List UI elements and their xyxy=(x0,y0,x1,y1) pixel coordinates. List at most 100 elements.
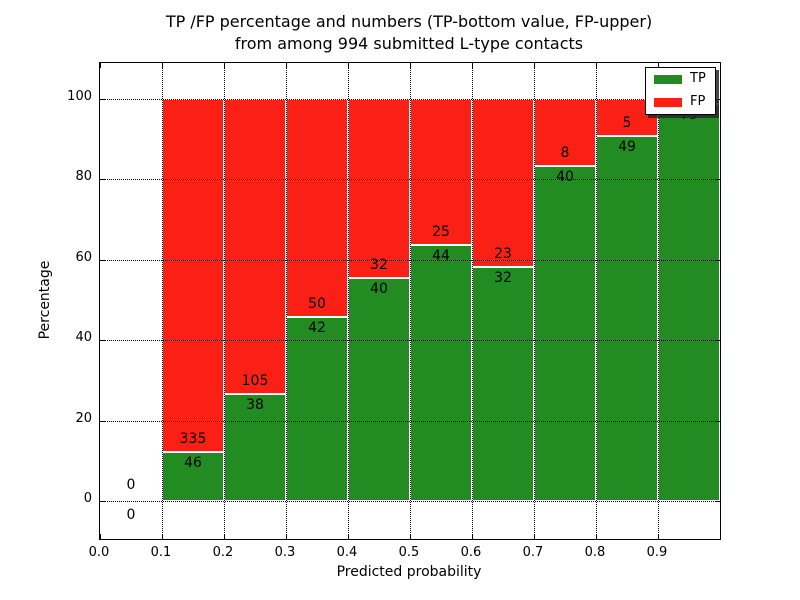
chart-title-line2: from among 994 submitted L-type contacts xyxy=(234,34,584,53)
y-tick-mark xyxy=(100,501,105,502)
tp-bar-segment xyxy=(410,244,472,501)
legend: TP FP xyxy=(645,67,716,115)
vertical-gridline xyxy=(472,63,473,539)
tp-bar-segment xyxy=(348,277,410,501)
x-tick-label: 0.3 xyxy=(274,545,296,560)
y-tick-label: 60 xyxy=(75,249,92,265)
tp-count-label: 44 xyxy=(432,247,450,264)
x-tick-mark xyxy=(658,534,659,539)
x-tick-mark-top xyxy=(348,63,349,68)
x-tick-mark xyxy=(534,534,535,539)
x-tick-mark xyxy=(596,534,597,539)
vertical-gridline xyxy=(596,63,597,539)
y-tick-mark-right xyxy=(715,340,720,342)
legend-label: TP xyxy=(690,71,706,86)
vertical-gridline xyxy=(658,63,659,539)
fp-bar-segment xyxy=(286,99,348,318)
fp-bar-segment xyxy=(162,99,224,453)
tp-bar-segment xyxy=(472,267,534,501)
zero-tp-label: 0 xyxy=(126,507,136,523)
tp-bar-segment xyxy=(534,166,596,501)
x-tick-label: 0.5 xyxy=(398,545,420,560)
tp-count-label: 40 xyxy=(370,280,388,297)
fp-count-label: 5 xyxy=(622,115,632,132)
tp-bar-segment xyxy=(596,136,658,501)
vertical-gridline xyxy=(224,63,225,539)
x-tick-label: 0.0 xyxy=(88,545,110,560)
y-axis-label: Percentage xyxy=(37,260,53,340)
tp-count-label: 42 xyxy=(308,320,326,337)
x-tick-mark xyxy=(286,534,287,539)
fp-swatch-icon xyxy=(654,98,682,107)
x-tick-label: 0.2 xyxy=(212,545,234,560)
x-axis-label: Predicted probability xyxy=(336,564,482,580)
x-tick-mark xyxy=(224,534,225,539)
fp-bar-segment xyxy=(472,99,534,268)
tp-bar-segment xyxy=(658,104,720,501)
chart-title-line1: TP /FP percentage and numbers (TP-bottom… xyxy=(165,12,653,31)
x-tick-mark-top xyxy=(410,63,411,68)
fp-bar-segment xyxy=(348,99,410,278)
y-tick-mark-right xyxy=(715,501,720,502)
fp-count-label: 8 xyxy=(560,145,570,161)
x-tick-label: 0.8 xyxy=(584,545,606,560)
vertical-gridline xyxy=(534,63,535,539)
fp-count-label: 23 xyxy=(494,246,512,263)
x-tick-mark xyxy=(472,534,473,539)
vertical-gridline xyxy=(162,63,163,539)
y-tick-label: 0 xyxy=(83,491,92,506)
x-tick-mark xyxy=(100,534,101,539)
x-tick-label: 0.9 xyxy=(646,545,668,560)
x-tick-mark xyxy=(410,534,411,539)
tp-count-label: 32 xyxy=(494,270,512,287)
tp-count-label: 46 xyxy=(184,455,202,472)
zero-fp-label: 0 xyxy=(126,477,136,493)
y-tick-mark-right xyxy=(715,99,720,100)
tp-swatch-icon xyxy=(654,75,682,84)
x-tick-mark-top xyxy=(596,63,597,68)
y-tick-mark-right xyxy=(715,179,720,181)
y-tick-mark-right xyxy=(715,259,720,261)
y-tick-label: 100 xyxy=(67,89,92,104)
y-tick-mark xyxy=(100,259,105,261)
tp-bar-segment xyxy=(162,452,224,501)
x-tick-mark xyxy=(348,534,349,539)
fp-count-label: 105 xyxy=(241,373,269,390)
x-tick-label: 0.4 xyxy=(336,545,358,560)
fp-count-label: 25 xyxy=(432,223,450,240)
y-tick-label: 80 xyxy=(75,169,92,185)
tp-bar-segment xyxy=(224,394,286,501)
y-tick-mark xyxy=(100,99,105,100)
x-tick-mark-top xyxy=(472,63,473,68)
tp-count-label: 38 xyxy=(246,397,264,414)
plot-area: 0 0 335 46 105 38 50 42 32 40 25 44 23 32 8 40 5 49 79 TP F… xyxy=(99,62,721,540)
fp-bar-segment xyxy=(224,99,286,395)
tp-count-label: 49 xyxy=(618,139,636,156)
x-tick-mark-top xyxy=(224,63,225,68)
fp-count-label: 32 xyxy=(370,256,388,273)
y-tick-mark-right xyxy=(715,420,720,422)
legend-entry-tp: TP xyxy=(646,68,715,90)
x-tick-mark-top xyxy=(534,63,535,68)
chart-title: TP /FP percentage and numbers (TP-bottom… xyxy=(99,11,719,55)
vertical-gridline xyxy=(410,63,411,539)
x-tick-label: 0.6 xyxy=(460,545,482,560)
x-tick-mark xyxy=(162,534,163,539)
x-tick-label: 0.7 xyxy=(522,545,544,560)
x-tick-mark-top xyxy=(162,63,163,68)
fp-count-label: 50 xyxy=(308,296,326,313)
legend-entry-fp: FP xyxy=(646,91,715,113)
x-tick-mark-top xyxy=(100,63,101,68)
tp-count-label: 40 xyxy=(556,169,574,185)
y-tick-label: 20 xyxy=(75,410,92,426)
y-tick-label: 40 xyxy=(75,330,92,346)
x-tick-mark-top xyxy=(658,63,659,68)
vertical-gridline xyxy=(348,63,349,539)
fp-count-label: 335 xyxy=(179,431,207,448)
legend-label: FP xyxy=(690,94,706,109)
vertical-gridline xyxy=(286,63,287,539)
tp-bar-segment xyxy=(286,317,348,501)
y-tick-mark xyxy=(100,420,105,422)
x-tick-label: 0.1 xyxy=(150,545,172,560)
